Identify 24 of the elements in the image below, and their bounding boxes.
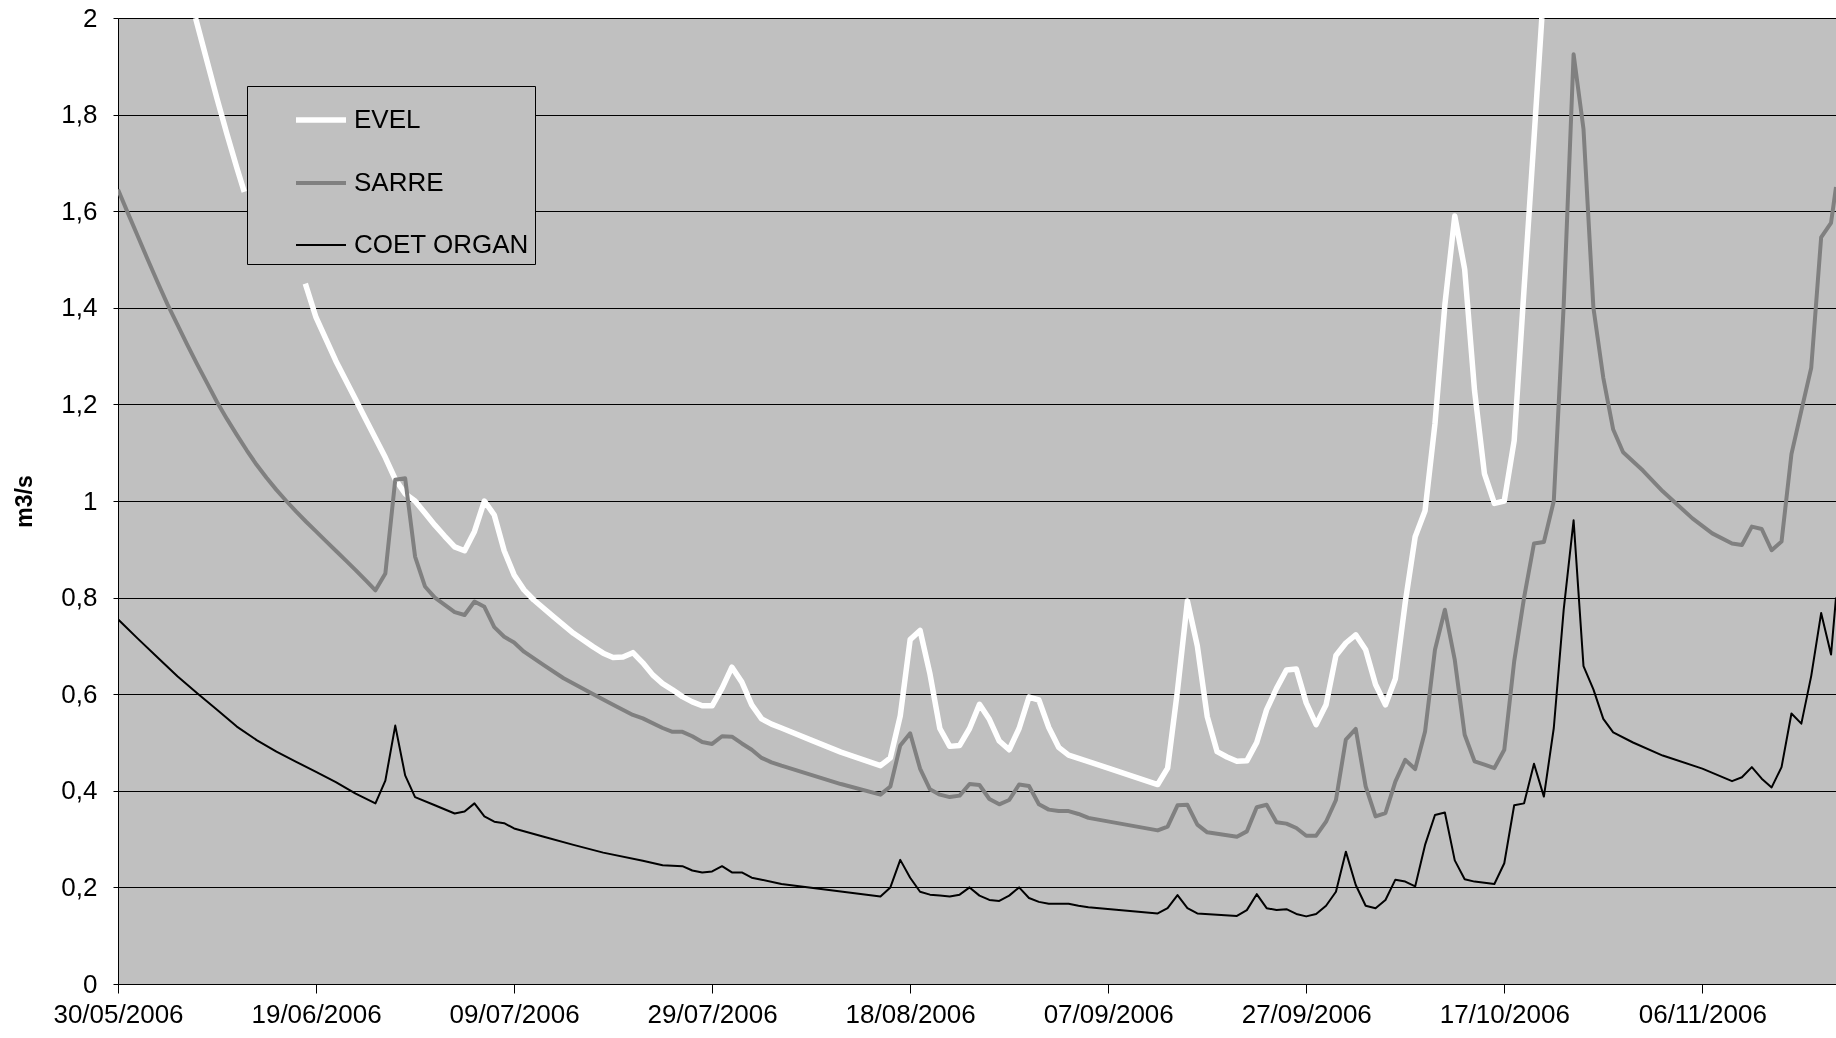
x-tick-label: 17/10/2006	[1439, 998, 1570, 1029]
y-tick-label: 1,4	[61, 292, 98, 323]
legend-label: COET ORGAN	[354, 229, 529, 259]
x-tick-label: 29/07/2006	[647, 998, 778, 1029]
y-tick-label: 1	[83, 485, 98, 516]
x-tick-label: 06/11/2006	[1638, 998, 1767, 1029]
x-tick-label: 18/08/2006	[845, 998, 976, 1029]
x-tick-label: 30/05/2006	[53, 998, 184, 1029]
legend-label: EVEL	[354, 104, 421, 134]
y-tick-label: 0	[83, 968, 98, 999]
y-tick-label: 0,4	[61, 775, 98, 806]
y-tick-label: 0,6	[61, 678, 98, 709]
x-tick-label: 19/06/2006	[251, 998, 382, 1029]
legend-label: SARRE	[354, 167, 444, 197]
y-tick-label: 0,8	[61, 582, 98, 613]
y-axis-title: m3/s	[11, 475, 38, 528]
x-tick-label: 27/09/2006	[1241, 998, 1372, 1029]
y-tick-label: 1,6	[61, 195, 98, 226]
y-tick-label: 1,8	[61, 99, 98, 130]
y-tick-label: 0,2	[61, 871, 98, 902]
y-tick-label: 1,2	[61, 388, 98, 419]
x-tick-label: 09/07/2006	[449, 998, 580, 1029]
x-tick-label: 07/09/2006	[1043, 998, 1174, 1029]
y-tick-label: 2	[83, 2, 98, 33]
